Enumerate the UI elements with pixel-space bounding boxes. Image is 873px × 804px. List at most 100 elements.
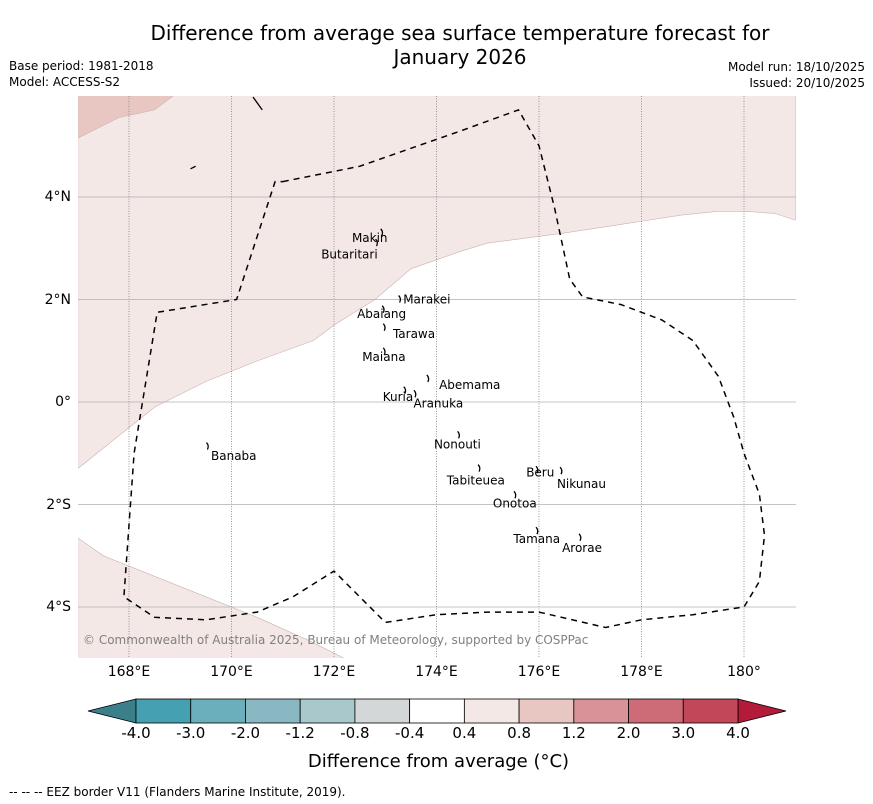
colorbar-tick-label: 1.2 bbox=[561, 724, 586, 742]
colorbar-label: Difference from average (°C) bbox=[307, 751, 570, 772]
island-coastline bbox=[375, 238, 379, 247]
lon-tick-label: 172°E bbox=[312, 664, 356, 680]
island-aranuka: Aranuka bbox=[413, 389, 463, 411]
island-coastline bbox=[535, 526, 539, 535]
island-banaba: Banaba bbox=[205, 442, 257, 463]
island-label: Nikunau bbox=[557, 477, 606, 491]
meta-left: Base period: 1981-2018 Model: ACCESS-S2 bbox=[9, 58, 154, 90]
lon-tick-label: 174°E bbox=[415, 664, 458, 680]
island-coastline bbox=[513, 490, 517, 499]
island-abaiang: Abaiang bbox=[357, 305, 406, 321]
island-label: Abemama bbox=[439, 378, 500, 392]
colorbar-over-arrow bbox=[737, 698, 787, 724]
island-nonouti: Nonouti bbox=[434, 430, 481, 452]
lat-tick-label: 2°S bbox=[46, 496, 71, 513]
colorbar-tick-label: 0.8 bbox=[507, 724, 532, 742]
lat-tick-label: 4°N bbox=[44, 189, 71, 205]
colorbar-tick-label: -1.2 bbox=[285, 724, 315, 742]
colorbar-swatch bbox=[628, 698, 684, 724]
island-coastline bbox=[205, 442, 209, 450]
island-beru: Beru bbox=[526, 465, 554, 480]
anomaly-region-1 bbox=[78, 537, 345, 658]
anomaly-region-2 bbox=[78, 96, 174, 139]
colorbar-swatch bbox=[245, 698, 301, 724]
island-label: Tamana bbox=[512, 532, 560, 546]
lon-tick-label: 170°E bbox=[210, 664, 253, 680]
lat-tick-label: 4°S bbox=[46, 599, 71, 615]
title-line-2: January 2026 bbox=[393, 45, 527, 69]
colorbar bbox=[87, 698, 787, 724]
eez-border bbox=[123, 108, 766, 629]
gridlines bbox=[78, 96, 796, 658]
colorbar-swatch bbox=[135, 698, 192, 724]
coastline-fragment bbox=[190, 165, 196, 170]
island-coastline bbox=[381, 305, 385, 314]
lat-tick-label: 2°N bbox=[44, 291, 71, 308]
colorbar-tick-label: 3.0 bbox=[671, 724, 696, 742]
colorbar-tick-label: 4.0 bbox=[726, 724, 750, 742]
island-onotoa: Onotoa bbox=[493, 490, 537, 510]
colorbar-tick-label: -0.4 bbox=[394, 724, 425, 742]
island-kuria: Kuria bbox=[383, 386, 414, 404]
island-coastline bbox=[413, 389, 417, 398]
island-coastline bbox=[559, 466, 563, 475]
colorbar-swatch bbox=[573, 698, 629, 724]
colorbar-tick-label: -2.0 bbox=[230, 724, 261, 742]
lat-tick-label: 0° bbox=[55, 394, 71, 410]
coastline-fragment bbox=[252, 96, 263, 111]
model-name: Model: ACCESS-S2 bbox=[9, 75, 121, 89]
island-label: Makin bbox=[352, 231, 388, 245]
meta-right: Model run: 18/10/2025 Issued: 20/10/2025 bbox=[728, 59, 865, 91]
island-marakei: Marakei bbox=[398, 293, 450, 307]
colorbar-swatch bbox=[409, 698, 465, 724]
island-tarawa: Tarawa bbox=[382, 323, 435, 341]
island-coastline bbox=[457, 430, 461, 439]
island-label: Arorae bbox=[562, 541, 602, 555]
colorbar-swatch bbox=[190, 698, 246, 724]
island-coastline bbox=[535, 465, 539, 474]
island-arorae: Arorae bbox=[562, 533, 602, 555]
island-makin: Makin bbox=[352, 228, 388, 245]
lon-tick-label: 180° bbox=[727, 664, 761, 680]
copyright-notice: © Commonwealth of Australia 2025, Bureau… bbox=[83, 633, 588, 647]
colorbar-tick-label: -0.8 bbox=[340, 724, 370, 742]
island-label: Butaritari bbox=[321, 247, 378, 261]
island-label: Abaiang bbox=[357, 307, 406, 321]
island-coastline bbox=[403, 386, 407, 395]
island-label: Aranuka bbox=[413, 397, 463, 411]
lon-tick-label: 176°E bbox=[517, 664, 561, 680]
eez-footnote: -- -- -- EEZ border V11 (Flanders Marine… bbox=[9, 785, 346, 799]
colorbar-tick-label: 2.0 bbox=[616, 724, 641, 742]
colorbar-under-arrow bbox=[87, 698, 137, 724]
model-run: Model run: 18/10/2025 bbox=[727, 60, 865, 74]
island-label: Tabiteuea bbox=[446, 473, 505, 487]
colorbar-tick-label: 0.4 bbox=[452, 724, 477, 742]
island-coastline bbox=[382, 323, 386, 331]
island-coastline bbox=[477, 464, 481, 472]
island-butaritari: Butaritari bbox=[321, 238, 379, 261]
colorbar-swatch bbox=[682, 698, 739, 724]
island-label: Beru bbox=[526, 466, 554, 480]
island-nikunau: Nikunau bbox=[557, 466, 606, 491]
island-label: Nonouti bbox=[434, 438, 481, 452]
island-maiana: Maiana bbox=[362, 347, 406, 364]
lon-tick-label: 168°E bbox=[107, 664, 151, 680]
anomaly-region-0 bbox=[78, 96, 796, 469]
colorbar-tick-label: -4.0 bbox=[121, 724, 151, 742]
island-label: Marakei bbox=[403, 293, 450, 307]
island-coastline bbox=[382, 347, 386, 356]
island-tamana: Tamana bbox=[512, 526, 560, 546]
base-period: Base period: 1981-2018 bbox=[9, 59, 154, 73]
colorbar-swatch bbox=[354, 698, 411, 724]
colorbar-swatch bbox=[518, 698, 575, 724]
island-tabiteuea: Tabiteuea bbox=[446, 464, 505, 487]
title-line-1: Difference from average sea surface temp… bbox=[150, 21, 770, 45]
island-label: Banaba bbox=[211, 449, 257, 463]
lon-tick-label: 178°E bbox=[620, 664, 663, 680]
page-title: Difference from average sea surface temp… bbox=[130, 21, 790, 69]
island-label: Kuria bbox=[383, 390, 414, 404]
island-label: Maiana bbox=[362, 350, 405, 364]
island-label: Onotoa bbox=[493, 496, 537, 510]
